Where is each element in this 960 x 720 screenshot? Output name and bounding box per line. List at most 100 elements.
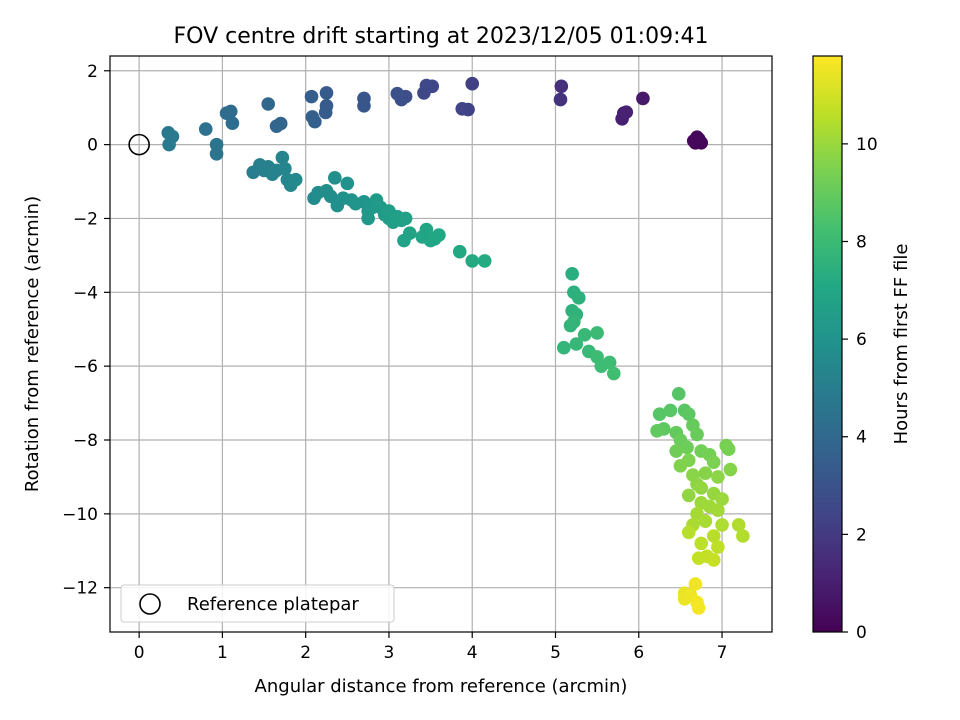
legend: Reference platepar [120,584,395,623]
data-point [688,577,703,591]
data-point [577,327,592,342]
data-point [340,176,355,191]
data-point [198,122,213,136]
data-point [711,503,725,517]
data-point [650,423,664,438]
y-tick-label: 0 [87,136,98,156]
x-tick-label: 5 [550,643,561,663]
data-point [590,326,604,340]
data-point [602,355,617,370]
y-tick-label: −4 [73,283,98,303]
data-point [691,601,706,615]
data-point [432,228,446,242]
data-point [419,222,434,237]
data-point [652,407,667,421]
y-axis-label: Rotation from reference (arcmin) [22,196,43,492]
data-point [663,403,678,418]
data-point [671,387,686,401]
data-point [465,76,480,91]
x-axis-ticks: 0 1 2 3 4 5 6 7 [134,632,728,663]
data-point [402,226,417,241]
x-tick-label: 3 [384,643,395,663]
chart-title: FOV centre drift starting at 2023/12/05 … [174,24,709,49]
data-point [225,116,240,130]
data-point [288,172,303,187]
data-point [731,518,746,532]
x-tick-label: 0 [134,643,145,663]
x-tick-label: 2 [300,643,311,663]
data-point [452,244,467,259]
data-point [565,267,579,281]
data-point [398,211,413,226]
data-point [706,529,721,543]
data-point [669,444,684,458]
data-point [357,99,371,113]
data-point [319,86,334,100]
data-point [269,119,284,133]
data-point [680,440,694,455]
data-point [681,488,696,503]
data-point [318,105,333,120]
colorbar-tick-label: 10 [856,135,878,155]
x-tick-label: 1 [217,643,228,663]
data-point [606,366,621,381]
data-point [723,462,738,477]
data-point [554,79,569,94]
x-axis-label: Angular distance from reference (arcmin) [255,676,628,697]
data-point [278,161,292,176]
x-tick-label: 4 [467,643,478,663]
data-point [328,171,342,185]
legend-box [120,584,395,623]
legend-marker [139,593,161,615]
colorbar-tick-label: 0 [856,623,867,643]
data-point [275,150,290,165]
colorbar [812,55,843,633]
data-point [736,529,750,543]
data-point [390,86,405,101]
data-point [636,91,650,106]
colorbar-tick-label: 4 [856,428,867,448]
data-point [361,211,375,226]
data-point [721,442,736,457]
colorbar-label: Hours from first FF file [891,244,912,445]
data-point [572,291,586,305]
data-point [694,536,709,551]
data-point [706,455,721,469]
data-point [219,106,234,121]
y-tick-label: −10 [62,505,98,525]
plot-frame [109,55,773,633]
colorbar-tick-label: 6 [856,330,867,350]
data-point [455,102,470,116]
data-point [698,514,713,529]
y-tick-label: −2 [73,209,98,229]
data-point [681,407,696,421]
y-tick-label: −8 [73,431,98,451]
colorbar-ticks: 0 2 4 6 8 10 [842,135,878,643]
data-point [465,254,480,268]
y-tick-label: 2 [87,62,98,82]
data-point [711,470,725,484]
data-point [706,553,721,567]
x-tick-label: 6 [633,643,644,663]
data-point [686,134,701,148]
x-tick-label: 7 [717,643,728,663]
data-point [698,466,713,481]
data-point [567,315,581,329]
data-point [715,518,729,532]
y-tick-label: −6 [73,357,98,377]
grid [110,56,772,632]
y-tick-label: −12 [62,579,98,599]
data-point [715,492,729,506]
data-point [681,525,696,540]
data-point [304,89,319,104]
data-point [557,340,571,355]
data-point [261,97,276,111]
data-point [619,105,634,119]
data-point [162,137,176,152]
data-point [569,337,584,351]
y-axis-ticks: 2 0 −2 −4 −6 −8 −10 −12 [62,62,110,599]
data-point [673,459,688,473]
data-point [417,86,431,100]
data-point [553,92,568,107]
